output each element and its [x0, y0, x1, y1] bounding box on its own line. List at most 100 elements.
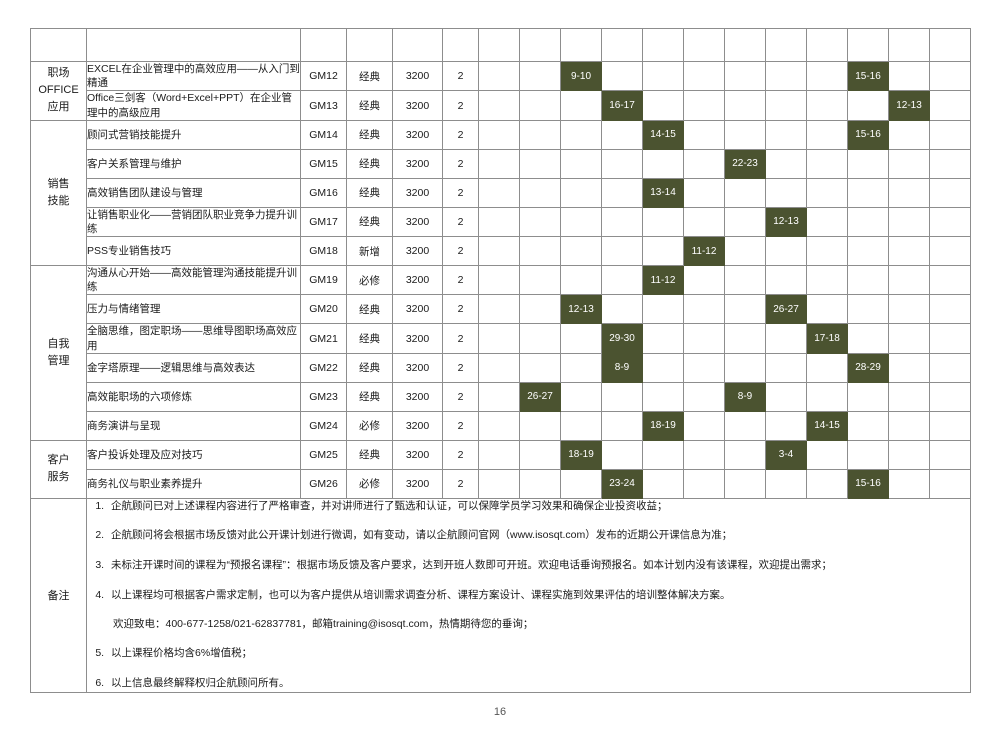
schedule-date-cell: 14-15 [642, 119, 684, 150]
schedule-empty-cell [724, 323, 766, 354]
schedule-empty-cell [806, 60, 848, 92]
schedule-empty-cell [683, 265, 725, 296]
course-fee-cell: 3200 [392, 119, 443, 150]
schedule-empty-cell [847, 236, 889, 267]
schedule-empty-cell [765, 410, 807, 441]
course-code-cell: GM24 [300, 410, 347, 441]
category-cell: 客户 服务 [30, 439, 87, 499]
schedule-date-cell: 22-23 [724, 148, 766, 179]
schedule-date-cell: 15-16 [847, 60, 889, 92]
course-code-cell: GM17 [300, 206, 347, 238]
schedule-empty-cell [929, 60, 971, 92]
course-name-cell: 沟通从心开始——高效能管理沟通技能提升训练 [86, 265, 301, 296]
course-name-cell: 顾问式营销技能提升 [86, 119, 301, 150]
course-name-cell: 让销售职业化——营销团队职业竞争力提升训练 [86, 206, 301, 238]
schedule-empty-cell [601, 60, 643, 92]
course-name-cell: PSS专业销售技巧 [86, 236, 301, 267]
schedule-empty-cell [765, 381, 807, 412]
header-fee: 费用/人 [392, 28, 443, 62]
schedule-empty-cell [765, 265, 807, 296]
schedule-empty-cell [478, 294, 520, 325]
schedule-date-cell: 3-4 [765, 439, 807, 470]
header-month-4: 四月 [601, 28, 643, 62]
schedule-empty-cell [888, 265, 930, 296]
schedule-empty-cell [683, 60, 725, 92]
course-code-cell: GM23 [300, 381, 347, 412]
course-name-cell: 全脑思维，图定职场——思维导图职场高效应用 [86, 323, 301, 354]
schedule-empty-cell [724, 60, 766, 92]
schedule-empty-cell [642, 352, 684, 383]
remarks-content: 企航顾问已对上述课程内容进行了严格审查，并对讲师进行了甄选和认证，可以保障学员学… [86, 497, 971, 693]
schedule-date-cell: 12-13 [765, 206, 807, 238]
course-code-cell: GM15 [300, 148, 347, 179]
schedule-empty-cell [519, 148, 561, 179]
schedule-empty-cell [888, 177, 930, 208]
course-days-cell: 2 [442, 206, 479, 238]
remark-item: 企航顾问已对上述课程内容进行了严格审查，并对讲师进行了甄选和认证，可以保障学员学… [107, 499, 970, 515]
course-code-cell: GM12 [300, 60, 347, 92]
schedule-empty-cell [929, 206, 971, 238]
schedule-empty-cell [478, 206, 520, 238]
course-fee-cell: 3200 [392, 439, 443, 470]
course-days-cell: 2 [442, 60, 479, 92]
category-cell: 销售 技能 [30, 119, 87, 267]
header-month-1: 一月 [478, 28, 520, 62]
schedule-empty-cell [519, 177, 561, 208]
table-header: 专项 培训课程 课程编号 课程特色 费用/人 天数 一月 二月 三月 四月 五月… [30, 28, 971, 62]
schedule-empty-cell [560, 381, 602, 412]
course-name-cell: 高效能职场的六项修炼 [86, 381, 301, 412]
table-row: 全脑思维，图定职场——思维导图职场高效应用 GM21 经典 3200 2 29-30 17-… [31, 323, 971, 354]
schedule-date-cell: 16-17 [601, 90, 643, 121]
course-code-cell: GM22 [300, 352, 347, 383]
header-days: 天数 [442, 28, 479, 62]
schedule-empty-cell [888, 410, 930, 441]
schedule-empty-cell [601, 119, 643, 150]
schedule-empty-cell [601, 177, 643, 208]
course-code-cell: GM18 [300, 236, 347, 267]
schedule-date-cell: 26-27 [765, 294, 807, 325]
schedule-empty-cell [560, 90, 602, 121]
schedule-empty-cell [478, 352, 520, 383]
schedule-empty-cell [560, 323, 602, 354]
course-name-cell: 金字塔原理——逻辑思维与高效表达 [86, 352, 301, 383]
schedule-empty-cell [478, 90, 520, 121]
schedule-empty-cell [560, 265, 602, 296]
schedule-empty-cell [642, 294, 684, 325]
remarks-label: 备注 [30, 497, 87, 693]
course-days-cell: 2 [442, 468, 479, 499]
remarks-list: 企航顾问已对上述课程内容进行了严格审查，并对讲师进行了甄选和认证，可以保障学员学… [87, 499, 970, 692]
course-days-cell: 2 [442, 90, 479, 121]
schedule-empty-cell [642, 381, 684, 412]
course-fee-cell: 3200 [392, 206, 443, 238]
schedule-empty-cell [847, 381, 889, 412]
schedule-empty-cell [765, 236, 807, 267]
header-month-11: 十一月 [888, 28, 930, 62]
course-days-cell: 2 [442, 410, 479, 441]
table-row: 高效能职场的六项修炼 GM23 经典 3200 2 26-27 8-9 [31, 381, 971, 412]
course-code-cell: GM16 [300, 177, 347, 208]
table-row: 商务礼仪与职业素养提升 GM26 必修 3200 2 23-24 15-16 [31, 468, 971, 499]
course-name-cell: EXCEL在企业管理中的高效应用——从入门到精通 [86, 60, 301, 92]
schedule-empty-cell [560, 410, 602, 441]
course-feature-cell: 经典 [346, 294, 393, 325]
schedule-date-cell: 18-19 [642, 410, 684, 441]
schedule-empty-cell [929, 410, 971, 441]
schedule-empty-cell [929, 119, 971, 150]
schedule-empty-cell [519, 439, 561, 470]
schedule-empty-cell [929, 323, 971, 354]
header-month-6: 六月 [683, 28, 725, 62]
schedule-empty-cell [478, 265, 520, 296]
schedule-empty-cell [560, 177, 602, 208]
schedule-empty-cell [806, 381, 848, 412]
schedule-empty-cell [888, 148, 930, 179]
schedule-empty-cell [888, 468, 930, 499]
course-days-cell: 2 [442, 236, 479, 267]
schedule-empty-cell [765, 177, 807, 208]
header-course: 培训课程 [86, 28, 301, 62]
schedule-empty-cell [888, 119, 930, 150]
course-name-cell: 客户关系管理与维护 [86, 148, 301, 179]
course-feature-cell: 经典 [346, 352, 393, 383]
schedule-empty-cell [601, 381, 643, 412]
course-schedule-table: 专项 培训课程 课程编号 课程特色 费用/人 天数 一月 二月 三月 四月 五月… [30, 28, 971, 693]
